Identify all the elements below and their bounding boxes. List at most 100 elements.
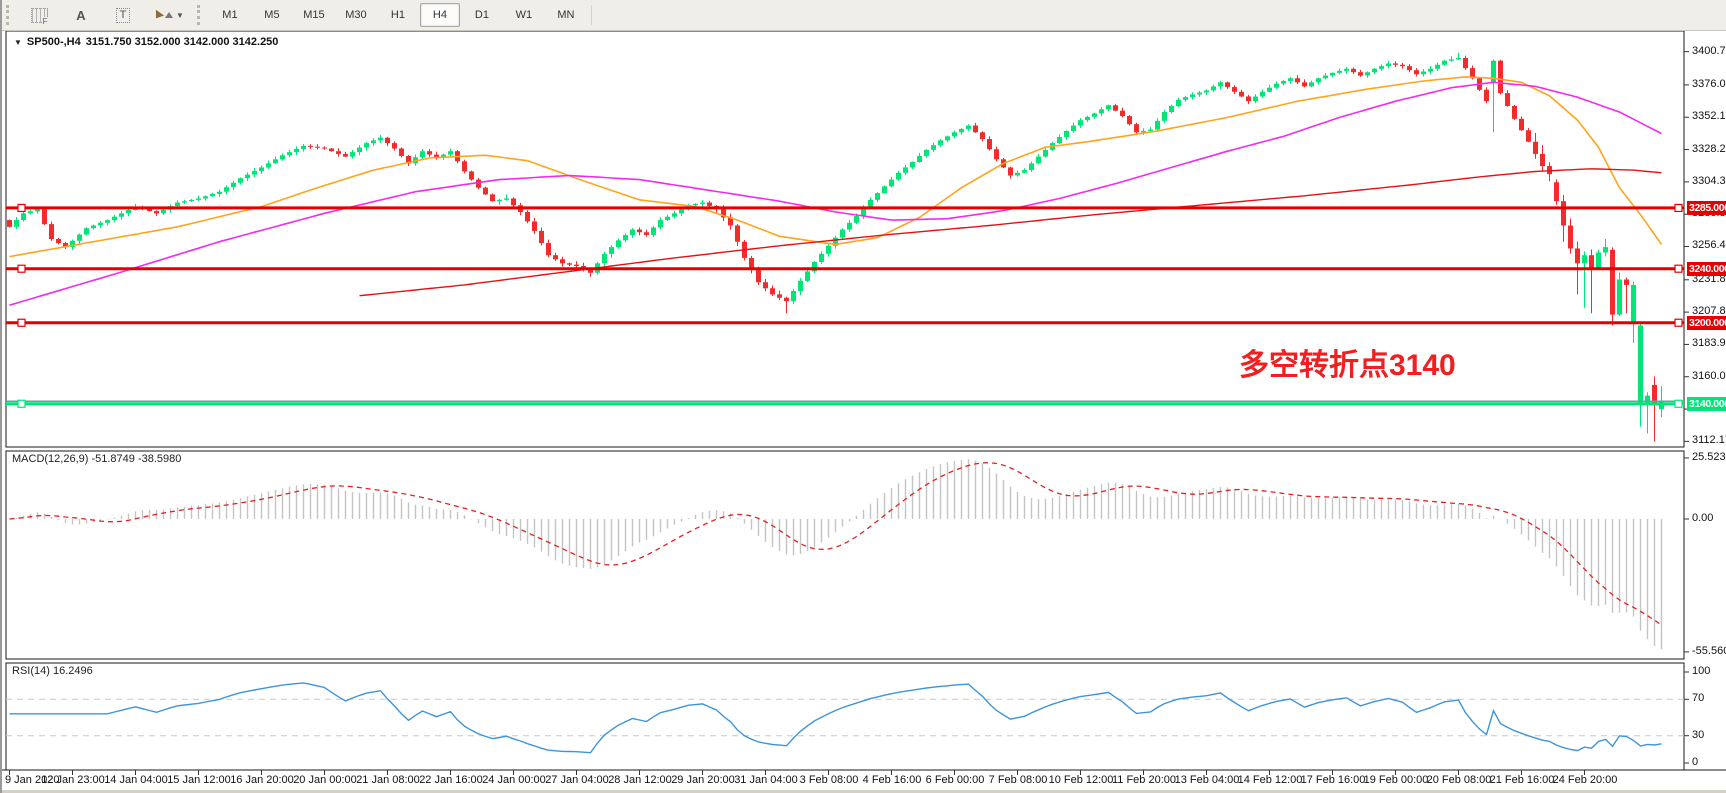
candle-body <box>1610 249 1615 315</box>
line-drag-handle[interactable] <box>1674 399 1683 408</box>
candle-body <box>245 174 250 179</box>
candle-body <box>35 209 40 212</box>
toolbar-drag-handle[interactable] <box>6 5 14 25</box>
candle-body <box>469 171 474 180</box>
candle-body <box>616 240 621 248</box>
timeframe-button-d1[interactable]: D1 <box>474 9 489 21</box>
candle-body <box>1596 252 1601 269</box>
symbol-name: SP500-,H4 <box>26 36 81 48</box>
text-t-icon: T <box>115 7 131 23</box>
candle-body <box>1484 89 1489 102</box>
candle-body <box>1204 90 1209 93</box>
timeframe-button-m5[interactable]: M5 <box>264 9 280 21</box>
time-axis-tick-label: 27 Jan 04:00 <box>545 774 609 786</box>
candle-body <box>1379 66 1384 69</box>
rsi-axis-tick-label: 100 <box>1692 665 1711 677</box>
line-drag-handle[interactable] <box>17 399 26 408</box>
candle-body <box>1288 78 1293 81</box>
ma-fast-orange-line[interactable] <box>9 76 1663 258</box>
candle-body <box>567 263 572 265</box>
time-axis-tick-label: 10 Feb 12:00 <box>1048 774 1114 786</box>
candle-body <box>1631 284 1636 323</box>
candle-body <box>1351 68 1356 73</box>
line-drag-handle[interactable] <box>1674 264 1683 273</box>
candle-body <box>210 193 215 197</box>
candle-body <box>1022 170 1027 173</box>
candle-body <box>539 230 544 244</box>
price-line-label[interactable]: 3200.000 <box>1687 316 1726 330</box>
price-axis-tick-label: 3352.150 <box>1692 110 1726 122</box>
candle-body <box>812 261 817 272</box>
time-axis-tick-label: 3 Feb 08:00 <box>799 774 859 786</box>
candle-body <box>875 193 880 200</box>
line-drag-handle[interactable] <box>17 318 26 327</box>
candle-body <box>777 294 782 298</box>
candle-body <box>1512 105 1517 119</box>
candle-body <box>1407 66 1412 71</box>
candle-body <box>959 128 964 133</box>
pane-separator[interactable] <box>2 446 1726 451</box>
time-axis-tick-label: 21 Jan 08:00 <box>356 774 420 786</box>
candle-body <box>1428 68 1433 72</box>
price-line-label[interactable]: 3285.000 <box>1687 201 1726 215</box>
time-axis-tick-label: 15 Jan 12:00 <box>167 774 231 786</box>
text-tool-button[interactable]: T <box>103 3 143 27</box>
candle-body <box>322 147 327 149</box>
candle-body <box>1274 83 1279 88</box>
candle-body <box>1316 78 1321 83</box>
price-line-label[interactable]: 3140.000 <box>1687 397 1726 411</box>
candle-body <box>868 199 873 208</box>
candle-body <box>70 240 75 248</box>
timeframe-button-h4[interactable]: H4 <box>419 3 460 27</box>
candle-body <box>847 222 852 230</box>
candle-body <box>931 145 936 150</box>
candle-body <box>1085 116 1090 121</box>
ma-slow-red-line[interactable] <box>359 168 1662 297</box>
chevron-down-icon[interactable]: ▼ <box>14 37 22 47</box>
candle-body <box>1344 68 1349 71</box>
candle-body <box>420 151 425 158</box>
candle-body <box>112 216 117 221</box>
chevron-down-icon[interactable]: ▼ <box>176 10 184 20</box>
candle-body <box>735 225 740 242</box>
candle-body <box>1505 93 1510 106</box>
timeframe-button-m1[interactable]: M1 <box>222 9 238 21</box>
timeframe-button-mn[interactable]: MN <box>557 9 575 21</box>
price-line-label[interactable]: 3240.000 <box>1687 262 1726 276</box>
macd-signal-line <box>9 462 1662 626</box>
line-drag-handle[interactable] <box>1674 203 1683 213</box>
line-drag-handle[interactable] <box>17 264 26 273</box>
candle-body <box>693 203 698 206</box>
timeframe-button-h1[interactable]: H1 <box>390 9 405 21</box>
candle-body <box>1218 82 1223 87</box>
text-label-tool-button[interactable]: A <box>61 3 101 27</box>
candle-body <box>546 243 551 256</box>
window-bottom-edge <box>2 790 1726 793</box>
line-drag-handle[interactable] <box>17 203 26 213</box>
timeframe-button-w1[interactable]: W1 <box>515 9 533 21</box>
candle-body <box>994 149 999 160</box>
candle-body <box>7 220 12 227</box>
candle-body <box>63 243 68 248</box>
chart-shift-tool-button[interactable]: F <box>19 3 59 27</box>
candle-body <box>651 227 656 235</box>
chart-annotation-text[interactable]: 多空转折点3140 <box>1239 349 1456 382</box>
candle-body <box>1190 94 1195 98</box>
toolbar-drag-handle[interactable] <box>196 5 205 25</box>
candle-body <box>1589 255 1594 269</box>
timeframe-button-m30[interactable]: M30 <box>345 9 367 21</box>
pane-separator[interactable] <box>2 658 1726 663</box>
candle-body <box>441 154 446 158</box>
macd-axis-tick-label: -55.5605 <box>1692 645 1726 657</box>
candle-body <box>343 153 348 157</box>
arrow-objects-tool-button[interactable]: ▼ <box>145 3 192 27</box>
candle-body <box>1638 325 1643 403</box>
candle-body <box>28 211 33 214</box>
timeframe-button-m15[interactable]: M15 <box>303 9 325 21</box>
candle-body <box>266 163 271 168</box>
candle-body <box>826 245 831 254</box>
ma-mid-magenta-line[interactable] <box>9 81 1662 306</box>
line-drag-handle[interactable] <box>1674 318 1683 327</box>
chart-symbol-header[interactable]: ▼ SP500-,H4 3151.750 3152.000 3142.000 3… <box>14 36 278 48</box>
